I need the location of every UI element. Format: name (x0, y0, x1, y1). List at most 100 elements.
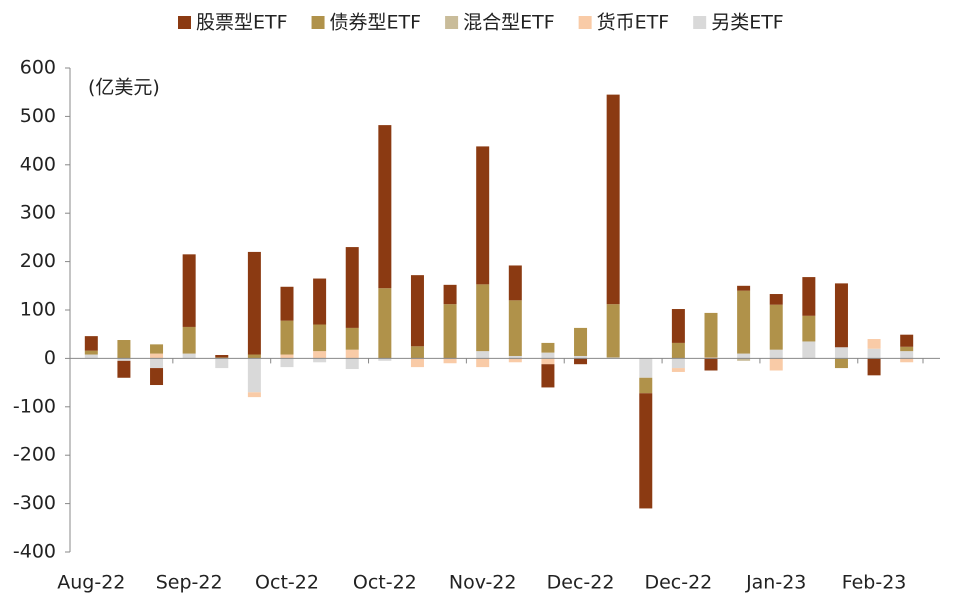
bar-segment (476, 351, 490, 359)
bar-segment (671, 342, 685, 359)
bar-segment (508, 300, 522, 356)
bar-segment (280, 286, 294, 321)
x-tick-label: Oct-22 (255, 572, 319, 594)
bar-segment (150, 358, 164, 369)
bar-segment (508, 355, 522, 359)
legend-swatch (578, 16, 592, 29)
bar-segment (476, 358, 490, 368)
bar-segment (345, 327, 359, 350)
bar-segment (606, 304, 620, 358)
x-tick-label: Dec-22 (644, 572, 712, 594)
y-tick-label: -200 (13, 444, 56, 466)
bar-segment (313, 278, 327, 325)
bar-segment (639, 358, 653, 378)
x-tick-label: Oct-22 (353, 572, 417, 594)
bar-segment (769, 294, 783, 305)
bar-segment (834, 347, 848, 359)
bar-segment (834, 283, 848, 348)
legend-swatch (445, 16, 459, 29)
bar-segment (215, 358, 229, 369)
bar-segment (802, 277, 816, 316)
bar-segment (182, 254, 196, 327)
bar-segment (867, 348, 881, 359)
bar-segment (606, 94, 620, 305)
x-tick-label: Jan-23 (745, 572, 806, 594)
legend-label: 混合型ETF (463, 12, 555, 34)
bar-segment (84, 350, 98, 355)
bar-segment (84, 354, 98, 359)
legend-label: 债券型ETF (330, 12, 422, 34)
bar-segment (345, 358, 359, 370)
bar-segment (182, 326, 196, 354)
bar-segment (247, 251, 261, 355)
legend-swatch (178, 16, 191, 29)
y-tick-label: -100 (13, 395, 56, 417)
bar-segment (737, 358, 751, 361)
bar-segment (313, 358, 327, 363)
bar-segment (476, 284, 490, 352)
bar-segment (443, 304, 457, 359)
y-tick-label: 400 (20, 153, 56, 175)
bar-segment (900, 334, 914, 347)
bar-segment (410, 346, 424, 359)
bar-segment (508, 265, 522, 301)
bar-segment (476, 146, 490, 285)
bar-segment (117, 340, 131, 359)
legend-swatch (693, 16, 707, 29)
bar-segment (737, 285, 751, 291)
y-tick-label: 500 (20, 105, 56, 127)
bar-segment (410, 358, 424, 368)
legend-label: 货币ETF (597, 12, 670, 34)
legend-label: 股票型ETF (196, 12, 288, 34)
y-tick-label: -300 (13, 492, 56, 514)
x-tick-label: Nov-22 (449, 572, 517, 594)
bar-segment (247, 358, 261, 393)
bar-segment (704, 312, 718, 358)
bar-segment (639, 393, 653, 509)
bar-segment (900, 346, 914, 352)
bar-segment (834, 358, 848, 369)
bar-segment (671, 309, 685, 343)
bar-segment (671, 358, 685, 369)
y-tick-label: 200 (20, 250, 56, 272)
legend-swatch (311, 16, 325, 29)
y-tick-label: 0 (44, 347, 56, 369)
legend-label: 另类ETF (711, 12, 784, 34)
bar-segment (737, 353, 751, 359)
bar-segment (117, 358, 131, 361)
bar-segment (378, 358, 392, 361)
bar-segment (737, 290, 751, 354)
bar-segment (671, 368, 685, 372)
x-tick-label: Sep-22 (156, 572, 223, 594)
bar-segment (150, 344, 164, 354)
bar-segment (443, 284, 457, 305)
bar-segment (639, 377, 653, 394)
bar-segment (378, 125, 392, 289)
bar-segment (443, 358, 457, 364)
bar-segment (867, 358, 881, 376)
bar-segment (541, 342, 555, 353)
y-tick-label: 300 (20, 202, 56, 224)
bar-segment (900, 351, 914, 359)
bar-segment (247, 354, 261, 359)
bar-segment (182, 353, 196, 359)
bar-segment (900, 358, 914, 363)
bar-segment (574, 327, 588, 356)
bar-segment (769, 304, 783, 350)
bar-segment (280, 358, 294, 368)
bar-segment (150, 368, 164, 386)
bar-segment (574, 355, 588, 359)
bar-segment (867, 339, 881, 349)
bar-segment (215, 355, 229, 358)
bar-segment (378, 288, 392, 359)
bar-segment (541, 358, 555, 365)
bar-segment (541, 364, 555, 388)
bar-segment (410, 275, 424, 347)
bar-segment (313, 324, 327, 352)
bar-segment (769, 349, 783, 359)
bar-segment (117, 360, 131, 378)
bar-segment (280, 320, 294, 355)
y-tick-label: 600 (20, 57, 56, 79)
bar-segment (345, 247, 359, 328)
